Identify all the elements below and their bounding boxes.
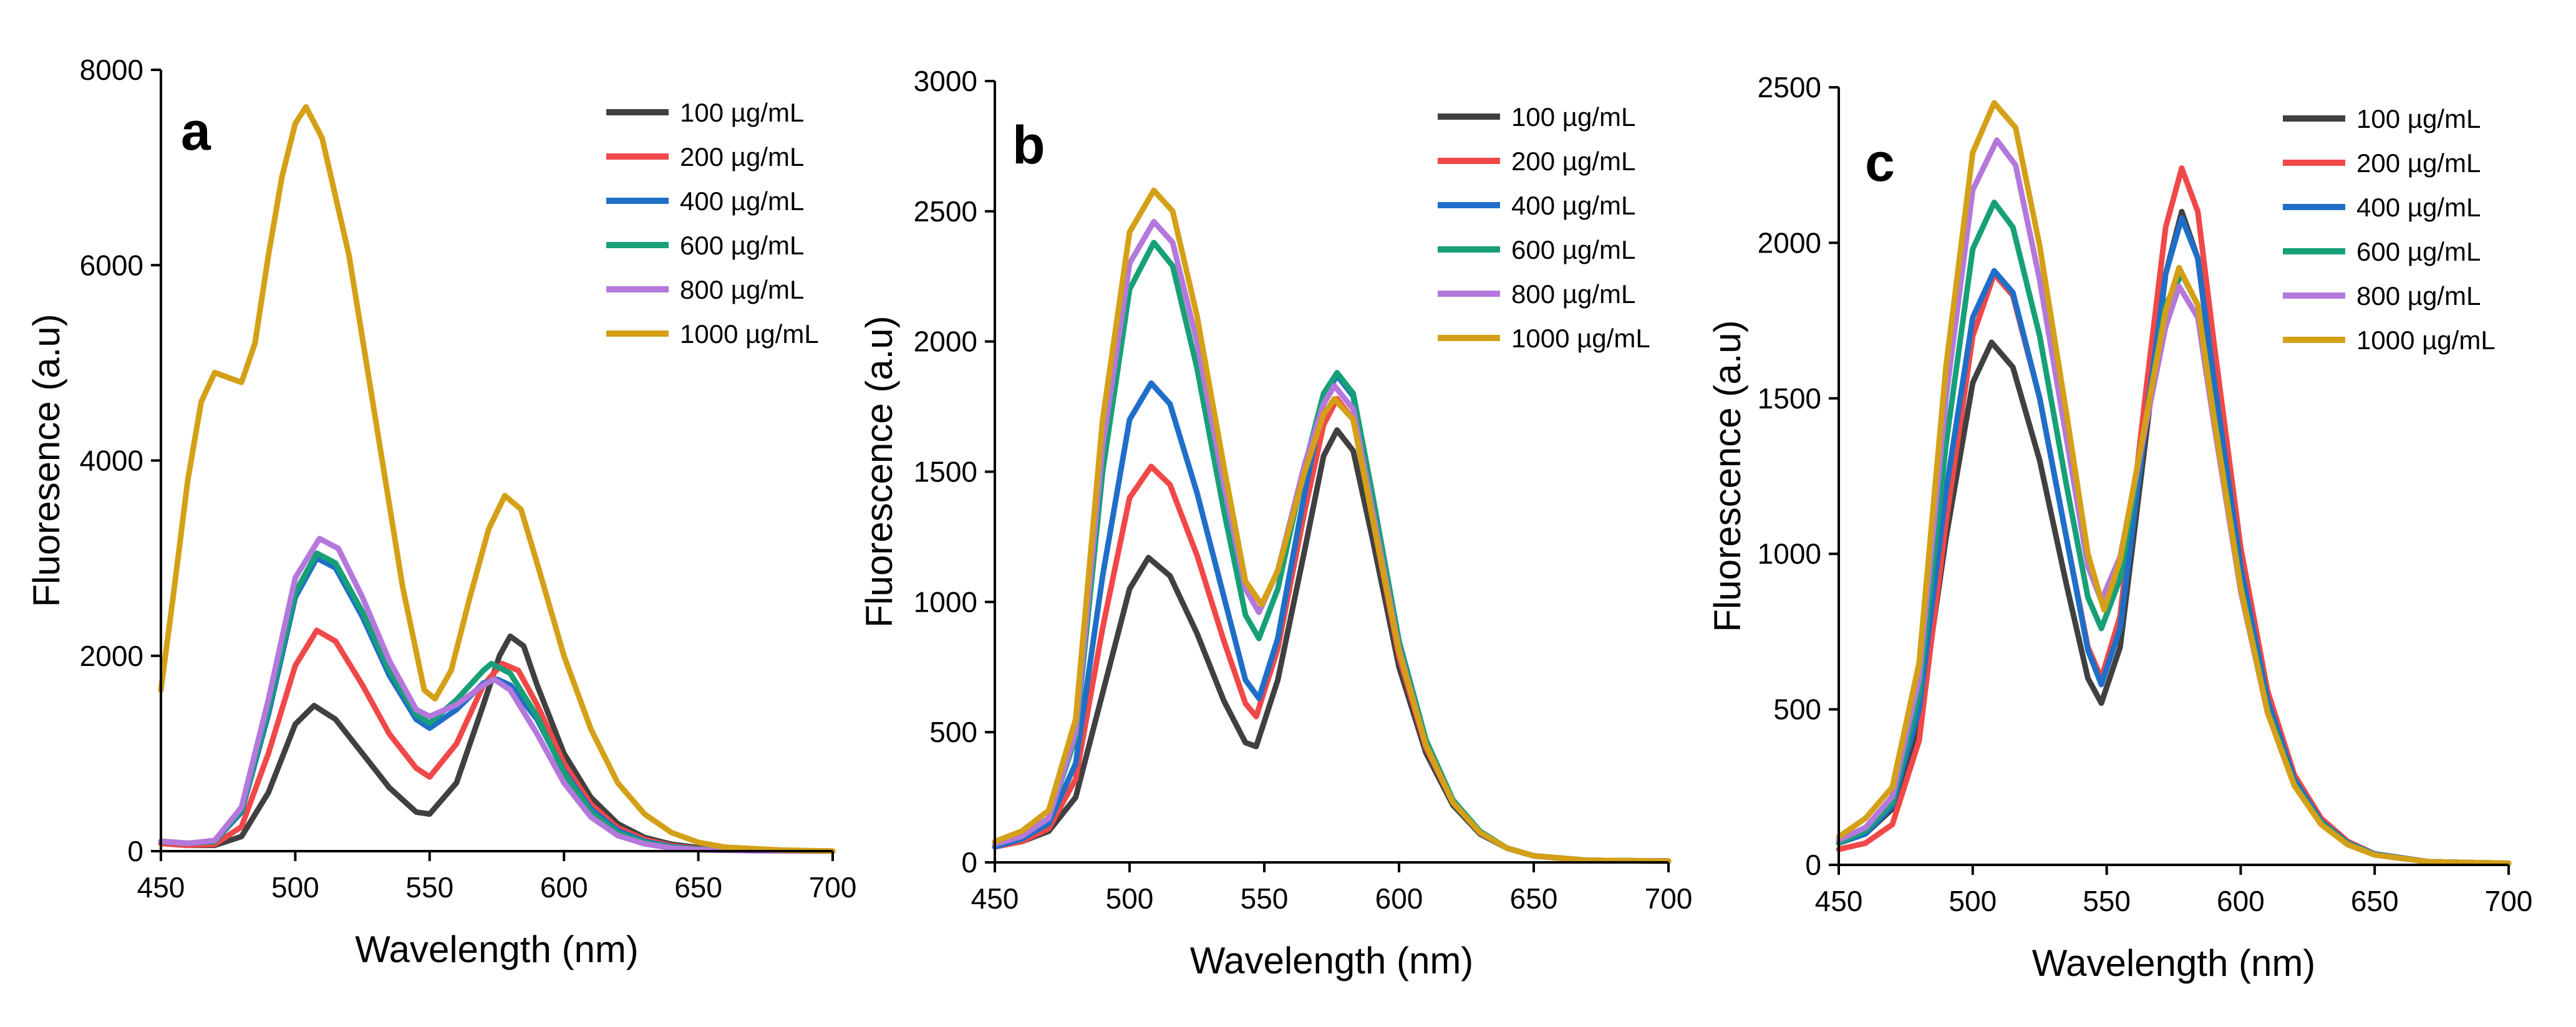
y-tick-label: 2500	[914, 195, 977, 228]
y-axis-title: Fluorescence (a.u)	[858, 316, 900, 627]
y-tick-label: 4000	[80, 445, 143, 477]
legend: 100 µg/mL 200 µg/mL 400 µg/mL 600 µg/mL 800 …	[2283, 104, 2496, 355]
x-axis-title: Wavelength (nm)	[355, 928, 639, 970]
panel-label: a	[181, 102, 211, 162]
x-tick-label: 600	[540, 871, 588, 904]
x-tick-label: 500	[271, 871, 319, 904]
y-tick-label: 0	[1805, 849, 1821, 881]
legend-label: 200 µg/mL	[680, 142, 804, 171]
y-axis-title: Fluoresence (a.u)	[26, 314, 67, 607]
x-tick-label: 650	[1510, 882, 1558, 915]
x-tick-label: 700	[2485, 885, 2533, 917]
x-tick-label: 450	[137, 871, 185, 904]
y-tick-label: 2000	[1758, 226, 1821, 259]
x-tick-label: 550	[2083, 885, 2131, 917]
x-tick-label: 450	[971, 882, 1019, 915]
y-tick-label: 1000	[1758, 538, 1821, 570]
legend-label: 200 µg/mL	[2356, 148, 2481, 178]
x-tick-label: 550	[405, 871, 453, 904]
legend-label: 1000 µg/mL	[2356, 325, 2496, 355]
x-tick-label: 650	[674, 871, 722, 904]
y-tick-label: 8000	[80, 54, 143, 86]
x-tick-label: 650	[2351, 885, 2399, 917]
x-axis-title: Wavelength (nm)	[2032, 942, 2316, 984]
y-tick-label: 2500	[1758, 71, 1821, 104]
y-tick-label: 6000	[80, 249, 143, 281]
legend-label: 800 µg/mL	[2356, 281, 2481, 311]
legend-label: 100 µg/mL	[680, 98, 804, 127]
y-axis-title: Fluorescence (a.u)	[1707, 320, 1748, 632]
y-tick-label: 500	[929, 716, 977, 748]
series-line-c-5	[1836, 100, 2512, 866]
y-tick-label: 0	[127, 835, 143, 867]
x-tick-label: 700	[809, 871, 857, 904]
chart-panel-c: 450 500 550 600 650 700 0 500 1000 1500 2000 2500 Wa…	[1707, 71, 2532, 984]
legend: 100 µg/mL 200 µg/mL 400 µg/mL 600 µg/mL 800 …	[1438, 102, 1650, 353]
legend-label: 400 µg/mL	[680, 186, 804, 216]
legend-label: 400 µg/mL	[1511, 191, 1635, 220]
panel-label: c	[1865, 133, 1895, 193]
x-tick-label: 500	[1106, 882, 1154, 915]
y-tick-label: 0	[961, 846, 977, 879]
panel-label: b	[1012, 115, 1045, 175]
chart-panel-b: 450 500 550 600 650 700 0 500 1000 1500 2000 2500 30…	[858, 65, 1692, 981]
x-axis-title: Wavelength (nm)	[1190, 940, 1474, 981]
y-tick-label: 1000	[914, 586, 977, 618]
legend-label: 800 µg/mL	[680, 275, 804, 304]
x-tick-label: 600	[2217, 885, 2265, 917]
legend-label: 200 µg/mL	[1511, 147, 1635, 176]
y-tick-label: 1500	[1758, 382, 1821, 415]
legend-label: 100 µg/mL	[2356, 104, 2481, 133]
x-tick-label: 700	[1645, 882, 1693, 915]
y-tick-label: 1500	[914, 456, 977, 488]
y-tick-label: 2000	[914, 325, 977, 358]
legend-label: 1000 µg/mL	[680, 319, 819, 349]
x-tick-label: 550	[1241, 882, 1289, 915]
x-tick-label: 500	[1949, 885, 1997, 917]
legend-label: 100 µg/mL	[1511, 102, 1635, 132]
series-line-b-4	[992, 219, 1672, 864]
legend-label: 600 µg/mL	[1511, 235, 1635, 264]
y-tick-label: 3000	[914, 65, 977, 97]
legend-label: 400 µg/mL	[2356, 193, 2481, 222]
legend-label: 600 µg/mL	[680, 231, 804, 260]
x-tick-label: 450	[1815, 885, 1863, 917]
series-line-a-5	[158, 104, 836, 854]
y-tick-label: 2000	[80, 640, 143, 672]
legend: 100 µg/mL 200 µg/mL 400 µg/mL 600 µg/mL 800 …	[606, 98, 819, 349]
y-tick-label: 500	[1773, 693, 1821, 726]
legend-label: 1000 µg/mL	[1511, 324, 1650, 353]
legend-label: 600 µg/mL	[2356, 237, 2481, 266]
series-line-c-2	[1836, 215, 2512, 866]
x-tick-label: 600	[1375, 882, 1423, 915]
series-line-b-5	[992, 187, 1672, 864]
chart-panel-a: 450 500 550 600 650 700 0 2000 4000 6000 8000 Wavel…	[26, 54, 856, 970]
legend-label: 800 µg/mL	[1511, 279, 1635, 309]
series-line-a-4	[158, 536, 836, 854]
series-line-b-2	[992, 372, 1672, 864]
